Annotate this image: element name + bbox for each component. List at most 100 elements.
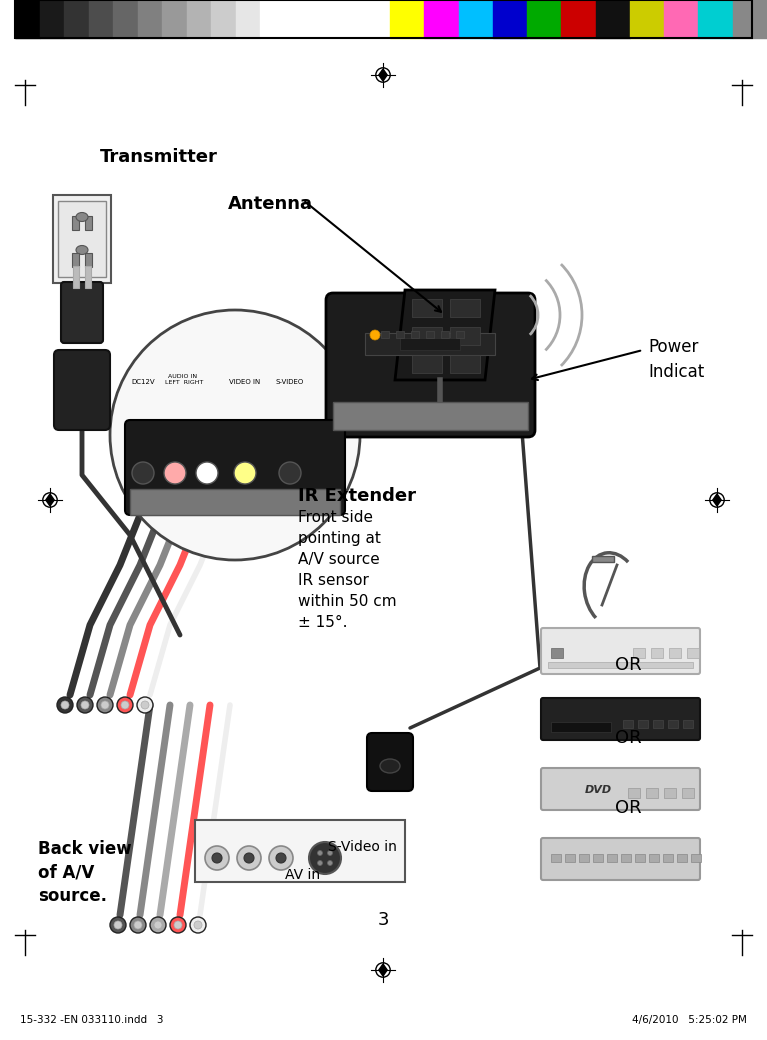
Circle shape <box>244 853 254 863</box>
Circle shape <box>81 701 89 709</box>
Bar <box>411 331 419 338</box>
Bar <box>412 355 442 373</box>
Bar <box>668 720 678 728</box>
Circle shape <box>190 917 206 933</box>
Bar <box>664 0 699 38</box>
Circle shape <box>318 860 322 865</box>
Bar <box>85 216 92 230</box>
Bar <box>195 820 405 882</box>
Text: 15-332 -EN 033110.indd   3: 15-332 -EN 033110.indd 3 <box>20 1015 163 1025</box>
Circle shape <box>134 921 142 929</box>
Text: AUDIO IN
 LEFT  RIGHT: AUDIO IN LEFT RIGHT <box>163 374 203 385</box>
Bar <box>15 0 752 38</box>
Bar <box>459 0 493 38</box>
Bar <box>579 854 589 862</box>
Circle shape <box>276 853 286 863</box>
Circle shape <box>137 697 153 713</box>
Bar <box>424 0 459 38</box>
Bar <box>551 648 563 658</box>
Bar <box>212 0 236 38</box>
Bar <box>565 854 575 862</box>
Bar <box>646 788 658 798</box>
Bar <box>493 0 527 38</box>
Circle shape <box>141 701 149 709</box>
Bar <box>638 720 648 728</box>
Bar <box>261 0 285 38</box>
Polygon shape <box>379 964 387 976</box>
Bar <box>333 402 528 430</box>
Circle shape <box>269 846 293 870</box>
Text: Antenna: Antenna <box>228 196 313 213</box>
Circle shape <box>132 462 154 484</box>
FancyBboxPatch shape <box>61 282 103 343</box>
Bar <box>412 327 442 345</box>
Bar <box>653 720 663 728</box>
Circle shape <box>110 310 360 560</box>
Bar <box>683 720 693 728</box>
Bar <box>456 331 464 338</box>
Bar <box>72 216 79 230</box>
Circle shape <box>196 462 218 484</box>
Bar <box>621 854 631 862</box>
Bar <box>633 648 645 658</box>
Text: Back view
of A/V
source.: Back view of A/V source. <box>38 840 132 905</box>
Bar <box>687 648 699 658</box>
FancyBboxPatch shape <box>326 293 535 437</box>
Polygon shape <box>395 290 495 380</box>
Circle shape <box>150 917 166 933</box>
Circle shape <box>328 860 333 865</box>
FancyBboxPatch shape <box>54 350 110 430</box>
Ellipse shape <box>76 212 88 222</box>
Text: OR: OR <box>614 729 641 747</box>
Polygon shape <box>46 494 54 506</box>
Circle shape <box>61 701 69 709</box>
Circle shape <box>110 917 126 933</box>
Circle shape <box>154 921 162 929</box>
Bar <box>64 0 89 38</box>
Text: OR: OR <box>614 656 641 674</box>
Circle shape <box>237 846 261 870</box>
FancyBboxPatch shape <box>541 698 700 740</box>
Circle shape <box>234 462 256 484</box>
Bar <box>73 266 79 288</box>
Bar <box>114 0 138 38</box>
Bar <box>400 338 460 350</box>
Text: OR: OR <box>614 799 641 817</box>
Text: DC12V: DC12V <box>131 379 155 385</box>
Circle shape <box>97 697 113 713</box>
Text: 4/6/2010   5:25:02 PM: 4/6/2010 5:25:02 PM <box>632 1015 747 1025</box>
Bar <box>682 788 694 798</box>
Circle shape <box>164 462 186 484</box>
Bar <box>635 854 645 862</box>
Bar <box>527 0 561 38</box>
FancyBboxPatch shape <box>541 628 700 674</box>
Circle shape <box>117 697 133 713</box>
Ellipse shape <box>76 245 88 255</box>
Bar <box>691 854 701 862</box>
Bar <box>732 0 767 38</box>
Bar <box>40 0 64 38</box>
Text: Power
Indicat: Power Indicat <box>648 338 704 381</box>
Bar <box>677 854 687 862</box>
Bar <box>623 720 633 728</box>
Circle shape <box>57 697 73 713</box>
Text: DVD: DVD <box>584 785 611 795</box>
Bar <box>85 266 91 288</box>
Bar <box>163 0 187 38</box>
Polygon shape <box>713 494 721 506</box>
Bar <box>548 662 693 668</box>
Bar <box>663 854 673 862</box>
Bar <box>58 201 106 277</box>
Circle shape <box>121 701 129 709</box>
Bar <box>15 0 40 38</box>
Bar <box>551 854 561 862</box>
Bar <box>699 0 732 38</box>
Circle shape <box>279 462 301 484</box>
Bar <box>130 489 340 515</box>
Bar <box>426 331 434 338</box>
Bar <box>669 648 681 658</box>
Bar <box>450 300 480 317</box>
Bar <box>551 722 611 732</box>
Text: 3: 3 <box>377 911 389 929</box>
Circle shape <box>370 330 380 340</box>
